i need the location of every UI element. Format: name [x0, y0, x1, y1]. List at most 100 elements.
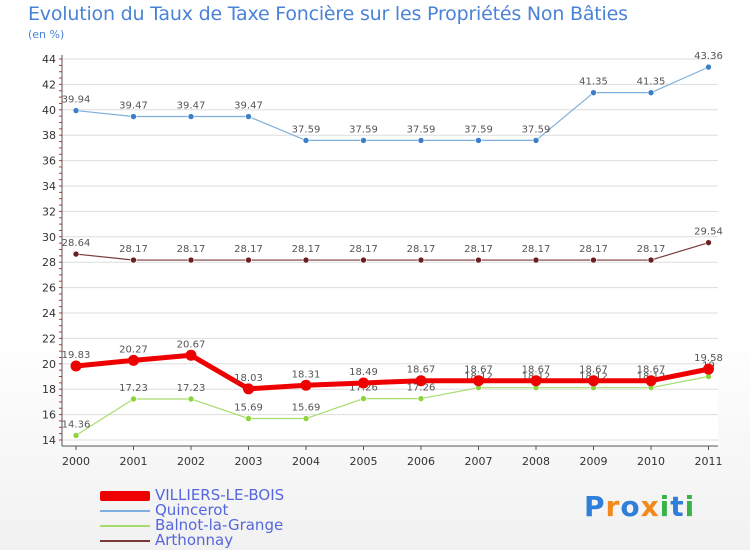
data-label: 28.17 — [349, 244, 378, 255]
data-point — [70, 360, 82, 372]
x-tick-label: 2003 — [235, 455, 263, 468]
x-tick-label: 2005 — [350, 455, 378, 468]
legend-swatch — [100, 525, 150, 527]
x-tick-label: 2008 — [522, 455, 550, 468]
data-point — [130, 113, 137, 120]
x-tick-label: 2011 — [695, 455, 723, 468]
data-point — [245, 415, 252, 422]
data-point — [245, 113, 252, 120]
legend-label: Balnot-la-Grange — [155, 516, 284, 534]
series-line — [75, 375, 709, 436]
x-tick-label: 2010 — [637, 455, 665, 468]
series-line — [75, 242, 709, 261]
y-tick-label: 22 — [42, 332, 56, 345]
data-point — [417, 256, 425, 264]
y-tick-label: 40 — [42, 104, 56, 117]
data-label: 39.94 — [62, 95, 91, 106]
logo-letter: i — [684, 490, 696, 523]
logo-letter: t — [670, 490, 685, 523]
data-label: 19.58 — [694, 353, 723, 364]
data-label: 18.31 — [292, 369, 321, 380]
data-label: 18.03 — [234, 373, 263, 384]
data-label: 28.17 — [522, 244, 551, 255]
y-tick-label: 32 — [42, 205, 56, 218]
data-label: 17.23 — [119, 383, 148, 394]
data-point — [588, 375, 599, 387]
data-label: 29.54 — [694, 227, 723, 238]
logo-letter: P — [584, 490, 606, 523]
data-label: 39.47 — [119, 101, 148, 112]
legend-label: Quincerot — [155, 501, 229, 519]
legend-swatch — [100, 510, 150, 512]
chart-title: Evolution du Taux de Taxe Foncière sur l… — [28, 3, 628, 25]
y-tick-label: 44 — [42, 53, 56, 66]
legend-label: Arthonnay — [155, 531, 234, 549]
data-point — [245, 256, 252, 264]
logo-letter: i — [659, 490, 671, 523]
data-label: 20.27 — [119, 344, 148, 355]
data-label: 28.17 — [119, 244, 148, 255]
data-point — [185, 349, 197, 361]
data-label: 28.64 — [62, 238, 91, 249]
data-label: 18.67 — [407, 365, 436, 376]
data-label: 18.67 — [637, 365, 666, 376]
data-label: 28.17 — [579, 244, 608, 255]
data-label: 15.69 — [234, 403, 263, 414]
data-label: 15.69 — [292, 403, 321, 414]
y-tick-label: 16 — [42, 409, 56, 422]
legend-swatch — [100, 491, 150, 501]
unit-label: (en %) — [28, 28, 65, 41]
data-point — [300, 379, 312, 391]
y-tick-label: 24 — [42, 307, 56, 320]
data-point — [72, 107, 80, 114]
data-point — [705, 239, 712, 246]
data-point — [647, 89, 655, 96]
data-point — [130, 395, 137, 403]
series-line — [75, 66, 709, 142]
data-point — [532, 256, 540, 264]
data-point — [128, 354, 139, 366]
line-chart: 14 16 18 20 22 24 26 28 30 32 34 36 38 40 42 44 2000 2001… — [42, 51, 723, 468]
data-point — [530, 375, 542, 387]
data-label: 39.47 — [234, 101, 263, 112]
logo-letter: o — [620, 490, 641, 523]
x-tick-label: 2002 — [177, 455, 205, 468]
data-label: 28.17 — [637, 244, 666, 255]
data-label: 37.59 — [522, 124, 551, 135]
data-label: 17.23 — [177, 383, 206, 394]
proxiti-logo: Proxiti — [584, 490, 695, 523]
data-point — [360, 256, 367, 264]
data-label: 18.67 — [522, 365, 551, 376]
y-tick-label: 36 — [42, 155, 56, 168]
data-point — [645, 375, 657, 387]
data-label: 14.36 — [62, 419, 91, 430]
y-tick-label: 14 — [42, 434, 56, 447]
data-label: 18.49 — [349, 367, 378, 378]
data-label: 28.17 — [407, 244, 436, 255]
data-label: 43.36 — [694, 51, 723, 62]
data-point — [590, 256, 597, 264]
data-point — [360, 137, 367, 144]
data-point — [703, 363, 714, 375]
data-label: 28.17 — [464, 244, 493, 255]
data-label: 37.59 — [292, 124, 321, 135]
data-point — [302, 415, 310, 422]
data-point — [360, 395, 367, 402]
data-label: 28.17 — [292, 244, 321, 255]
x-tick-label: 2001 — [120, 455, 148, 468]
data-point — [590, 89, 597, 96]
data-point — [417, 395, 425, 402]
y-tick-label: 28 — [42, 256, 56, 269]
data-point — [187, 113, 195, 120]
data-point — [475, 256, 482, 264]
logo-letter: r — [605, 490, 621, 523]
y-tick-label: 34 — [42, 180, 56, 193]
data-point — [302, 256, 310, 264]
logo-letter: x — [640, 490, 660, 523]
y-tick-label: 20 — [42, 358, 56, 371]
data-point — [475, 137, 482, 144]
data-label: 37.59 — [407, 124, 436, 135]
data-point — [72, 250, 80, 258]
data-point — [302, 137, 310, 144]
